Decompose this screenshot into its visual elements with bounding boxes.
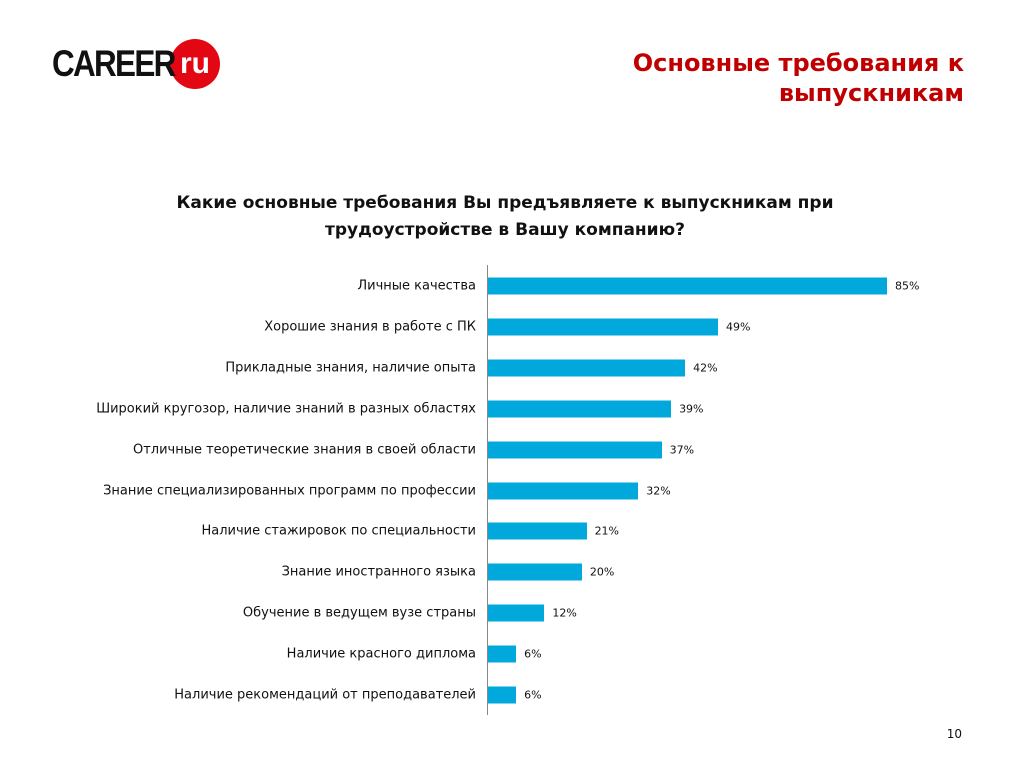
data-label: 6%: [524, 688, 542, 702]
bar: [488, 482, 639, 499]
bar: [488, 522, 587, 540]
category-label: Широкий кругозор, наличие знаний в разны…: [96, 401, 476, 417]
bar: [488, 441, 662, 459]
category-label: Хорошие знания в работе с ПК: [264, 319, 476, 335]
category-label: Знание специализированных программ по пр…: [103, 483, 476, 498]
data-label: 12%: [552, 606, 577, 620]
page-number: 10: [946, 727, 962, 741]
bar: [488, 645, 517, 663]
category-label: Личные качества: [357, 278, 476, 294]
bar: [488, 277, 887, 295]
data-label: 49%: [726, 320, 751, 334]
category-label: Наличие стажировок по специальности: [201, 523, 477, 539]
data-label: 39%: [679, 402, 704, 416]
category-label: Наличие рекомендаций от преподавателей: [174, 687, 476, 703]
bar: [488, 400, 672, 418]
category-label: Отличные теоретические знания в своей об…: [132, 442, 476, 458]
bar: [488, 563, 582, 581]
logo-badge: ru: [170, 39, 220, 89]
chart-title-line2: трудоустройстве в Вашу компанию?: [325, 220, 685, 240]
y-axis-line: [487, 265, 488, 715]
data-label: 37%: [669, 443, 695, 457]
chart-title: Какие основные требования Вы предъявляет…: [150, 190, 860, 244]
data-label: 6%: [524, 647, 542, 661]
page-title-line1: Основные требования к: [632, 49, 964, 77]
category-label: Наличие красного диплома: [286, 646, 476, 662]
page-title-line2: выпускникам: [778, 79, 964, 107]
bar: [488, 318, 718, 336]
logo-text: CAREER: [52, 43, 176, 84]
data-label: 21%: [594, 524, 620, 538]
page-title: Основные требования к выпускникам: [633, 48, 964, 108]
bar: [488, 686, 517, 704]
chart-title-line1: Какие основные требования Вы предъявляет…: [176, 193, 834, 213]
category-label: Обучение в ведущем вузе страны: [242, 605, 476, 621]
data-label: 32%: [646, 484, 671, 497]
data-label: 85%: [895, 279, 920, 293]
category-label: Знание иностранного языка: [281, 564, 476, 580]
data-label: 20%: [589, 565, 615, 579]
bar: [488, 604, 545, 622]
bar: [488, 359, 686, 377]
data-label: 42%: [693, 361, 718, 375]
category-label: Прикладные знания, наличие опыта: [225, 360, 476, 376]
career-ru-logo: CAREER ru: [52, 38, 220, 90]
